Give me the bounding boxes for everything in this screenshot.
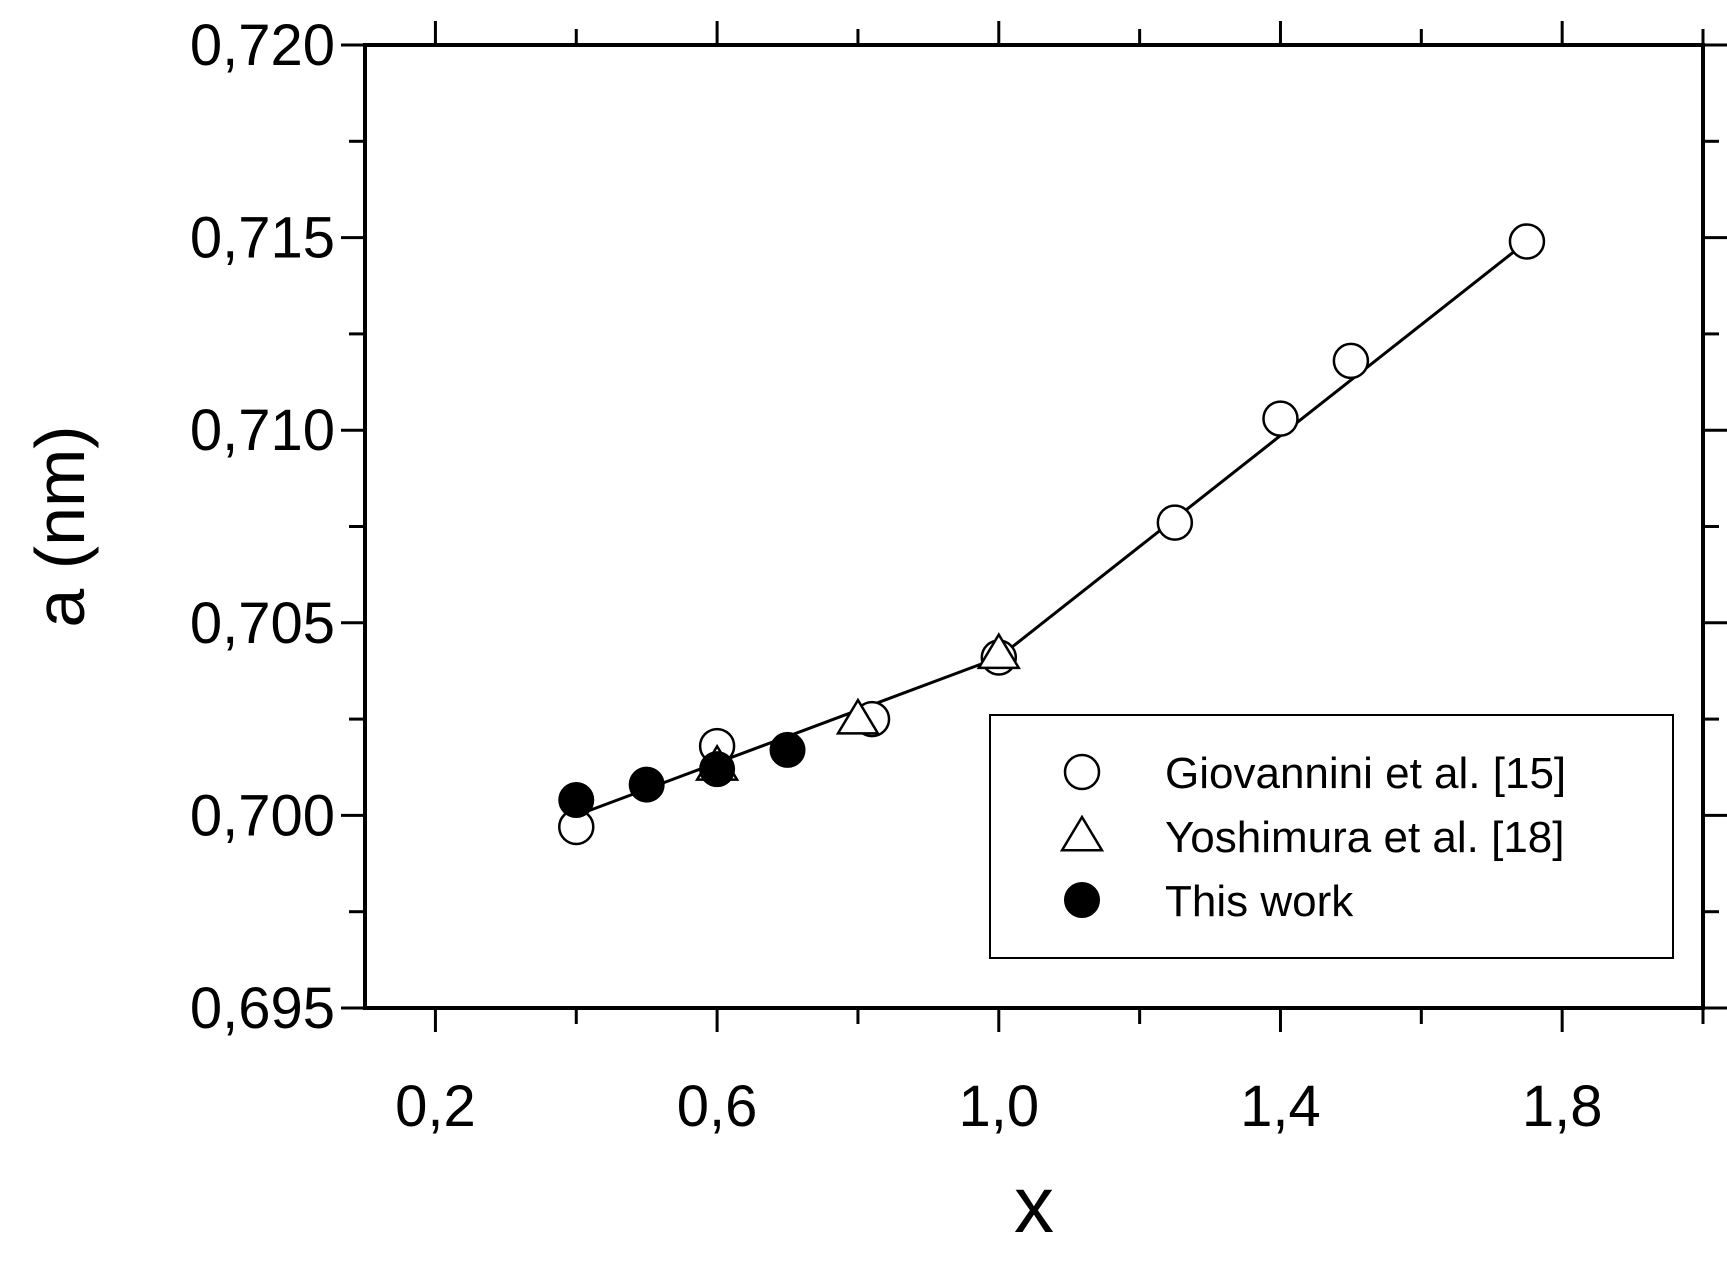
legend-marker xyxy=(1063,753,1101,791)
legend-label: Giovannini et al. [15] xyxy=(1165,749,1566,798)
filled-circle-point xyxy=(628,766,665,803)
x-tick-label: 1,0 xyxy=(958,1074,1039,1139)
axis-ticks xyxy=(341,21,1727,1032)
data-points xyxy=(558,223,1546,846)
filled-circle-point xyxy=(769,731,806,768)
y-tick-label: 0,715 xyxy=(190,206,335,271)
x-tick-label: 0,2 xyxy=(395,1074,476,1139)
open-circle-point xyxy=(1262,400,1299,437)
legend: Giovannini et al. [15] Yoshimura et al. [… xyxy=(989,714,1674,959)
x-tick-label: 1,4 xyxy=(1240,1074,1321,1139)
legend-label: Yoshimura et al. [18] xyxy=(1165,813,1565,862)
y-tick-label: 0,710 xyxy=(190,398,335,463)
legend-marker xyxy=(1064,882,1100,918)
x-axis-title: x xyxy=(1014,1160,1054,1249)
x-tick-label: 0,6 xyxy=(677,1074,758,1139)
x-tick-label: 1,8 xyxy=(1522,1074,1603,1139)
open-triangle-point xyxy=(835,697,881,735)
legend-box xyxy=(989,714,1674,959)
filled-circle-point xyxy=(699,751,736,788)
legend-label: This work xyxy=(1165,877,1354,926)
open-circle-point xyxy=(1156,504,1194,541)
y-tick-label: 0,705 xyxy=(190,591,335,656)
open-triangle-point xyxy=(976,632,1021,670)
y-tick-label: 0,720 xyxy=(190,13,335,78)
legend-entries: Giovannini et al. [15] Yoshimura et al. [… xyxy=(1059,749,1566,926)
y-tick-label: 0,700 xyxy=(190,783,335,848)
open-circle-point xyxy=(1332,342,1370,380)
filled-circle-point xyxy=(558,781,595,818)
y-tick-label: 0,695 xyxy=(190,976,335,1041)
y-axis-title: a (nm) xyxy=(21,425,99,627)
legend-marker xyxy=(1059,814,1105,852)
axis-tick-labels: 0,2 0,6 1,0 1,4 1,8 0,695 0,700 0,705 0,710 0,715… xyxy=(190,13,1603,1139)
open-circle-point xyxy=(1508,223,1546,260)
